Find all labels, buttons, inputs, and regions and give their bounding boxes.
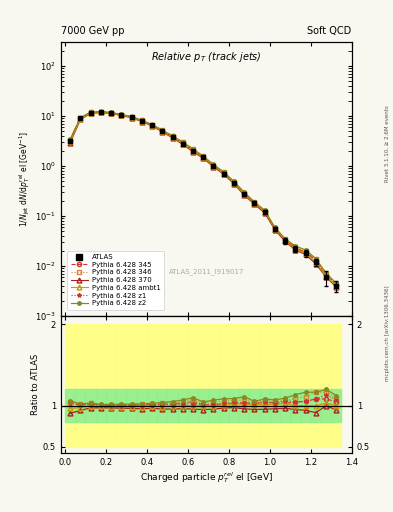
Y-axis label: $1/N_\mathrm{jet}$ d$N$/d$p_T^\mathrm{rel}$ el [GeV$^{-1}$]: $1/N_\mathrm{jet}$ d$N$/d$p_T^\mathrm{re… — [18, 131, 32, 227]
X-axis label: Charged particle $p_T^{rel}$ el [GeV]: Charged particle $p_T^{rel}$ el [GeV] — [140, 470, 273, 485]
Text: 7000 GeV pp: 7000 GeV pp — [61, 26, 125, 36]
Legend: ATLAS, Pythia 6.428 345, Pythia 6.428 346, Pythia 6.428 370, Pythia 6.428 ambt1,: ATLAS, Pythia 6.428 345, Pythia 6.428 34… — [67, 250, 164, 310]
Text: Relative $p_T$ (track jets): Relative $p_T$ (track jets) — [151, 50, 262, 64]
Text: mcplots.cern.ch [arXiv:1306.3436]: mcplots.cern.ch [arXiv:1306.3436] — [385, 285, 389, 380]
Text: ATLAS_2011_I919017: ATLAS_2011_I919017 — [169, 268, 244, 275]
Text: Soft QCD: Soft QCD — [307, 26, 352, 36]
Text: Rivet 3.1.10, ≥ 2.6M events: Rivet 3.1.10, ≥ 2.6M events — [385, 105, 389, 182]
Y-axis label: Ratio to ATLAS: Ratio to ATLAS — [31, 354, 40, 415]
